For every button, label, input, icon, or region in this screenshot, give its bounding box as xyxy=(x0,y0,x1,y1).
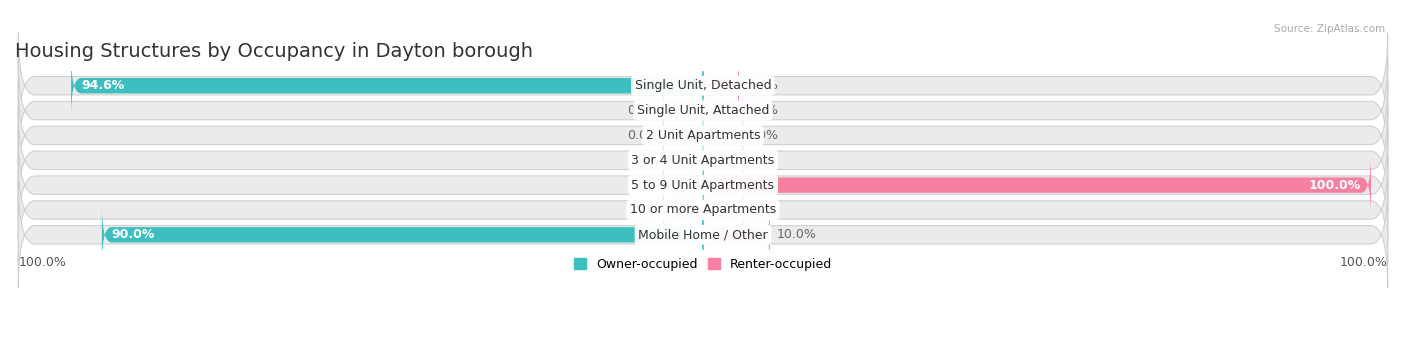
Text: 3 or 4 Unit Apartments: 3 or 4 Unit Apartments xyxy=(631,154,775,167)
Text: Housing Structures by Occupancy in Dayton borough: Housing Structures by Occupancy in Dayto… xyxy=(15,42,533,61)
FancyBboxPatch shape xyxy=(703,155,1371,215)
Text: 100.0%: 100.0% xyxy=(1309,179,1361,192)
FancyBboxPatch shape xyxy=(18,182,1388,288)
FancyBboxPatch shape xyxy=(18,83,1388,188)
Text: 10.0%: 10.0% xyxy=(776,228,817,241)
Text: Mobile Home / Other: Mobile Home / Other xyxy=(638,228,768,241)
FancyBboxPatch shape xyxy=(703,205,770,264)
Text: 90.0%: 90.0% xyxy=(112,228,155,241)
FancyBboxPatch shape xyxy=(662,138,703,182)
Text: Source: ZipAtlas.com: Source: ZipAtlas.com xyxy=(1274,24,1385,34)
FancyBboxPatch shape xyxy=(662,113,703,158)
Text: Single Unit, Attached: Single Unit, Attached xyxy=(637,104,769,117)
Text: 0.0%: 0.0% xyxy=(747,104,779,117)
FancyBboxPatch shape xyxy=(18,107,1388,213)
FancyBboxPatch shape xyxy=(101,205,703,264)
Text: 0.0%: 0.0% xyxy=(747,154,779,167)
FancyBboxPatch shape xyxy=(18,33,1388,139)
Text: 100.0%: 100.0% xyxy=(1340,256,1388,269)
FancyBboxPatch shape xyxy=(18,157,1388,263)
Text: 5 to 9 Unit Apartments: 5 to 9 Unit Apartments xyxy=(631,179,775,192)
Text: 0.0%: 0.0% xyxy=(627,204,659,217)
Text: 10 or more Apartments: 10 or more Apartments xyxy=(630,204,776,217)
FancyBboxPatch shape xyxy=(18,58,1388,163)
Text: 5.4%: 5.4% xyxy=(745,79,778,92)
Text: 0.0%: 0.0% xyxy=(747,204,779,217)
Text: 0.0%: 0.0% xyxy=(627,129,659,142)
Text: 0.0%: 0.0% xyxy=(627,154,659,167)
Text: 94.6%: 94.6% xyxy=(82,79,124,92)
FancyBboxPatch shape xyxy=(703,138,744,182)
Text: 0.0%: 0.0% xyxy=(627,104,659,117)
Text: Single Unit, Detached: Single Unit, Detached xyxy=(634,79,772,92)
FancyBboxPatch shape xyxy=(703,88,744,133)
FancyBboxPatch shape xyxy=(72,56,703,115)
Legend: Owner-occupied, Renter-occupied: Owner-occupied, Renter-occupied xyxy=(568,253,838,276)
FancyBboxPatch shape xyxy=(662,163,703,207)
FancyBboxPatch shape xyxy=(662,188,703,232)
Text: 100.0%: 100.0% xyxy=(18,256,66,269)
FancyBboxPatch shape xyxy=(18,132,1388,238)
Text: 0.0%: 0.0% xyxy=(747,129,779,142)
FancyBboxPatch shape xyxy=(703,113,744,158)
Text: 0.0%: 0.0% xyxy=(627,179,659,192)
FancyBboxPatch shape xyxy=(662,88,703,133)
FancyBboxPatch shape xyxy=(703,56,740,115)
FancyBboxPatch shape xyxy=(703,188,744,232)
Text: 2 Unit Apartments: 2 Unit Apartments xyxy=(645,129,761,142)
